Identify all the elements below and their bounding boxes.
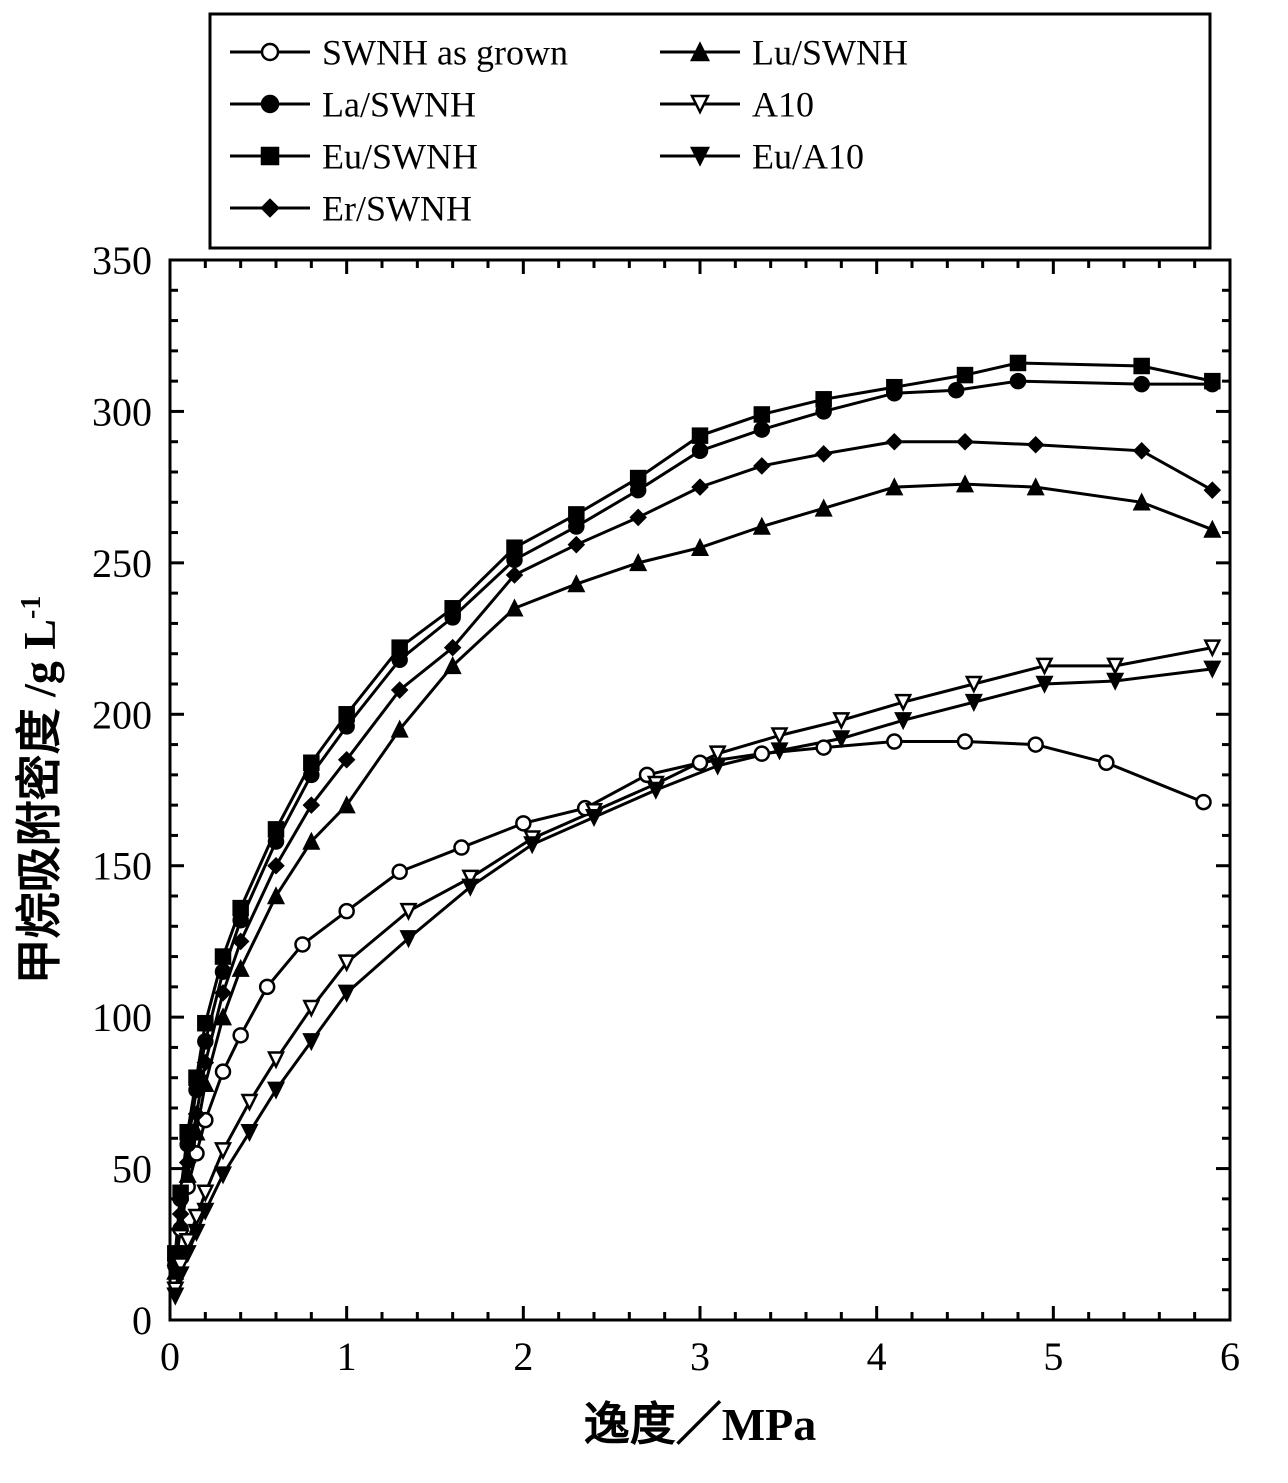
chart-container: 0 1 2 3 4 5 6 0 50 100 150 200 250 300 350 逸度／MPa 甲烷吸附密度… [0, 0, 1288, 1483]
x-tick-label: 4 [867, 1334, 887, 1379]
y-tick-label: 350 [92, 238, 152, 283]
legend-label-eu: Eu/SWNH [322, 137, 478, 177]
y-tick-label: 300 [92, 389, 152, 434]
legend-label-eua10: Eu/A10 [752, 137, 864, 177]
legend-label-er: Er/SWNH [322, 189, 472, 229]
y-tick-label: 150 [92, 844, 152, 889]
x-tick-label: 0 [160, 1334, 180, 1379]
y-tick-label: 100 [92, 995, 152, 1040]
chart-svg: 0 1 2 3 4 5 6 0 50 100 150 200 250 300 350 逸度／MPa 甲烷吸附密度… [0, 0, 1288, 1483]
x-tick-label: 3 [690, 1334, 710, 1379]
x-tick-label: 5 [1043, 1334, 1063, 1379]
legend-label-la: La/SWNH [322, 85, 476, 125]
x-tick-label: 2 [513, 1334, 533, 1379]
x-tick-label: 6 [1220, 1334, 1240, 1379]
x-tick-label: 1 [337, 1334, 357, 1379]
y-axis-label: 甲烷吸附密度 /g L-1 [14, 596, 65, 985]
y-tick-label: 250 [92, 541, 152, 586]
y-tick-label: 200 [92, 692, 152, 737]
x-axis-label: 逸度／MPa [584, 1399, 817, 1450]
legend-label-a10: A10 [752, 85, 814, 125]
legend-label-lu: Lu/SWNH [752, 33, 908, 73]
y-tick-label: 0 [132, 1298, 152, 1343]
legend-label-swnh: SWNH as grown [322, 33, 568, 73]
y-tick-label: 50 [112, 1147, 152, 1192]
